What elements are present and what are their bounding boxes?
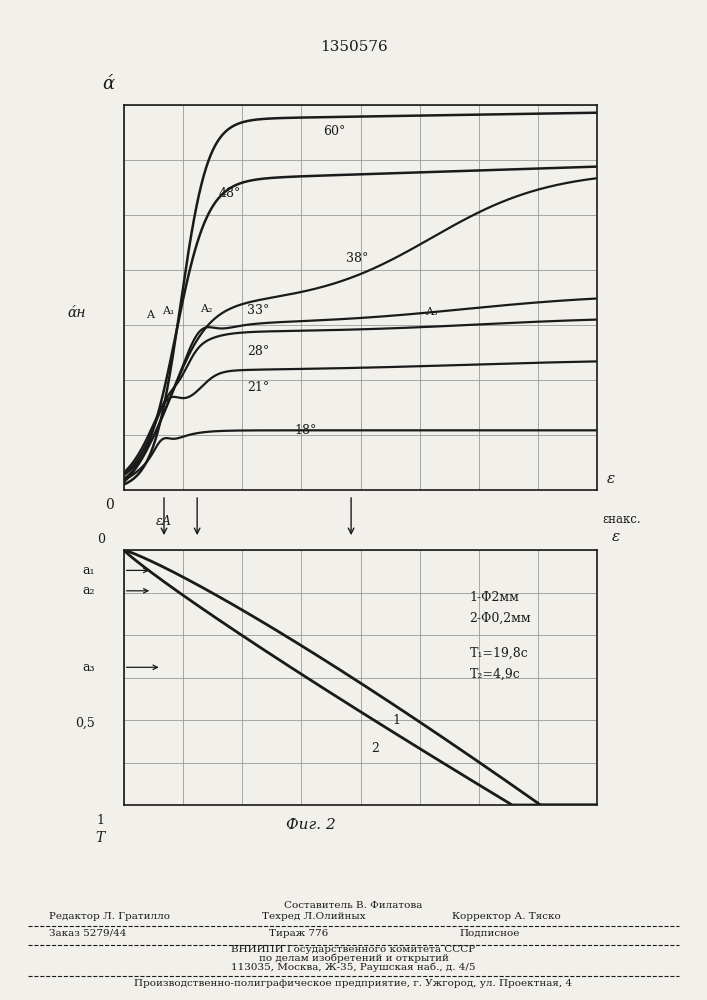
- Text: A₁: A₁: [163, 306, 175, 316]
- Text: ε: ε: [607, 472, 615, 486]
- Text: Техред Л.Олийных: Техред Л.Олийных: [262, 912, 366, 921]
- Text: Тираж 776: Тираж 776: [269, 929, 328, 938]
- Text: Подписное: Подписное: [460, 929, 520, 938]
- Text: ε: ε: [612, 530, 620, 544]
- Text: 60°: 60°: [322, 125, 345, 138]
- Text: εА: εА: [156, 515, 172, 528]
- Text: 28°: 28°: [247, 345, 269, 358]
- Text: 18°: 18°: [294, 424, 317, 437]
- Text: 1: 1: [97, 814, 105, 827]
- Text: 2: 2: [371, 742, 379, 755]
- Text: 0: 0: [97, 533, 105, 546]
- Text: 38°: 38°: [346, 252, 369, 265]
- Text: Корректор А. Тяско: Корректор А. Тяско: [452, 912, 561, 921]
- Text: 21°: 21°: [247, 381, 269, 394]
- Text: άн: άн: [67, 306, 86, 320]
- Text: T₂=4,9c: T₂=4,9c: [469, 668, 520, 680]
- Text: Производственно-полиграфическое предприятие, г. Ужгород, ул. Проектная, 4: Производственно-полиграфическое предприя…: [134, 979, 573, 988]
- Text: ά: ά: [102, 75, 115, 93]
- Text: Фиг. 2: Фиг. 2: [286, 818, 336, 832]
- Text: a₃: a₃: [83, 661, 95, 674]
- Text: A₃: A₃: [426, 307, 438, 317]
- Text: Заказ 5279/44: Заказ 5279/44: [49, 929, 127, 938]
- Text: T₁=19,8c: T₁=19,8c: [469, 647, 528, 660]
- Text: 0,5: 0,5: [76, 717, 95, 730]
- Text: a₁: a₁: [83, 564, 95, 577]
- Text: Составитель В. Филатова: Составитель В. Филатова: [284, 901, 423, 910]
- Text: по делам изобретений и открытий: по делам изобретений и открытий: [259, 954, 448, 963]
- Text: 1-Φ2мм: 1-Φ2мм: [469, 591, 520, 604]
- Text: T: T: [95, 831, 105, 845]
- Text: εнакс.: εнакс.: [602, 513, 641, 526]
- Text: 33°: 33°: [247, 304, 269, 317]
- Text: 1: 1: [392, 714, 400, 727]
- Text: 0: 0: [105, 498, 114, 512]
- Text: A: A: [146, 310, 154, 320]
- Text: a₂: a₂: [83, 584, 95, 597]
- Text: 1350576: 1350576: [320, 40, 387, 54]
- Text: 2-Φ0,2мм: 2-Φ0,2мм: [469, 611, 531, 624]
- Text: Редактор Л. Гратилло: Редактор Л. Гратилло: [49, 912, 170, 921]
- Text: 113035, Москва, Ж-35, Раушская наб., д. 4/5: 113035, Москва, Ж-35, Раушская наб., д. …: [231, 962, 476, 972]
- Text: ВНИИПИ Государственного комитета СССР: ВНИИПИ Государственного комитета СССР: [231, 945, 476, 954]
- Text: A₂: A₂: [200, 304, 213, 314]
- Text: 48°: 48°: [218, 187, 241, 200]
